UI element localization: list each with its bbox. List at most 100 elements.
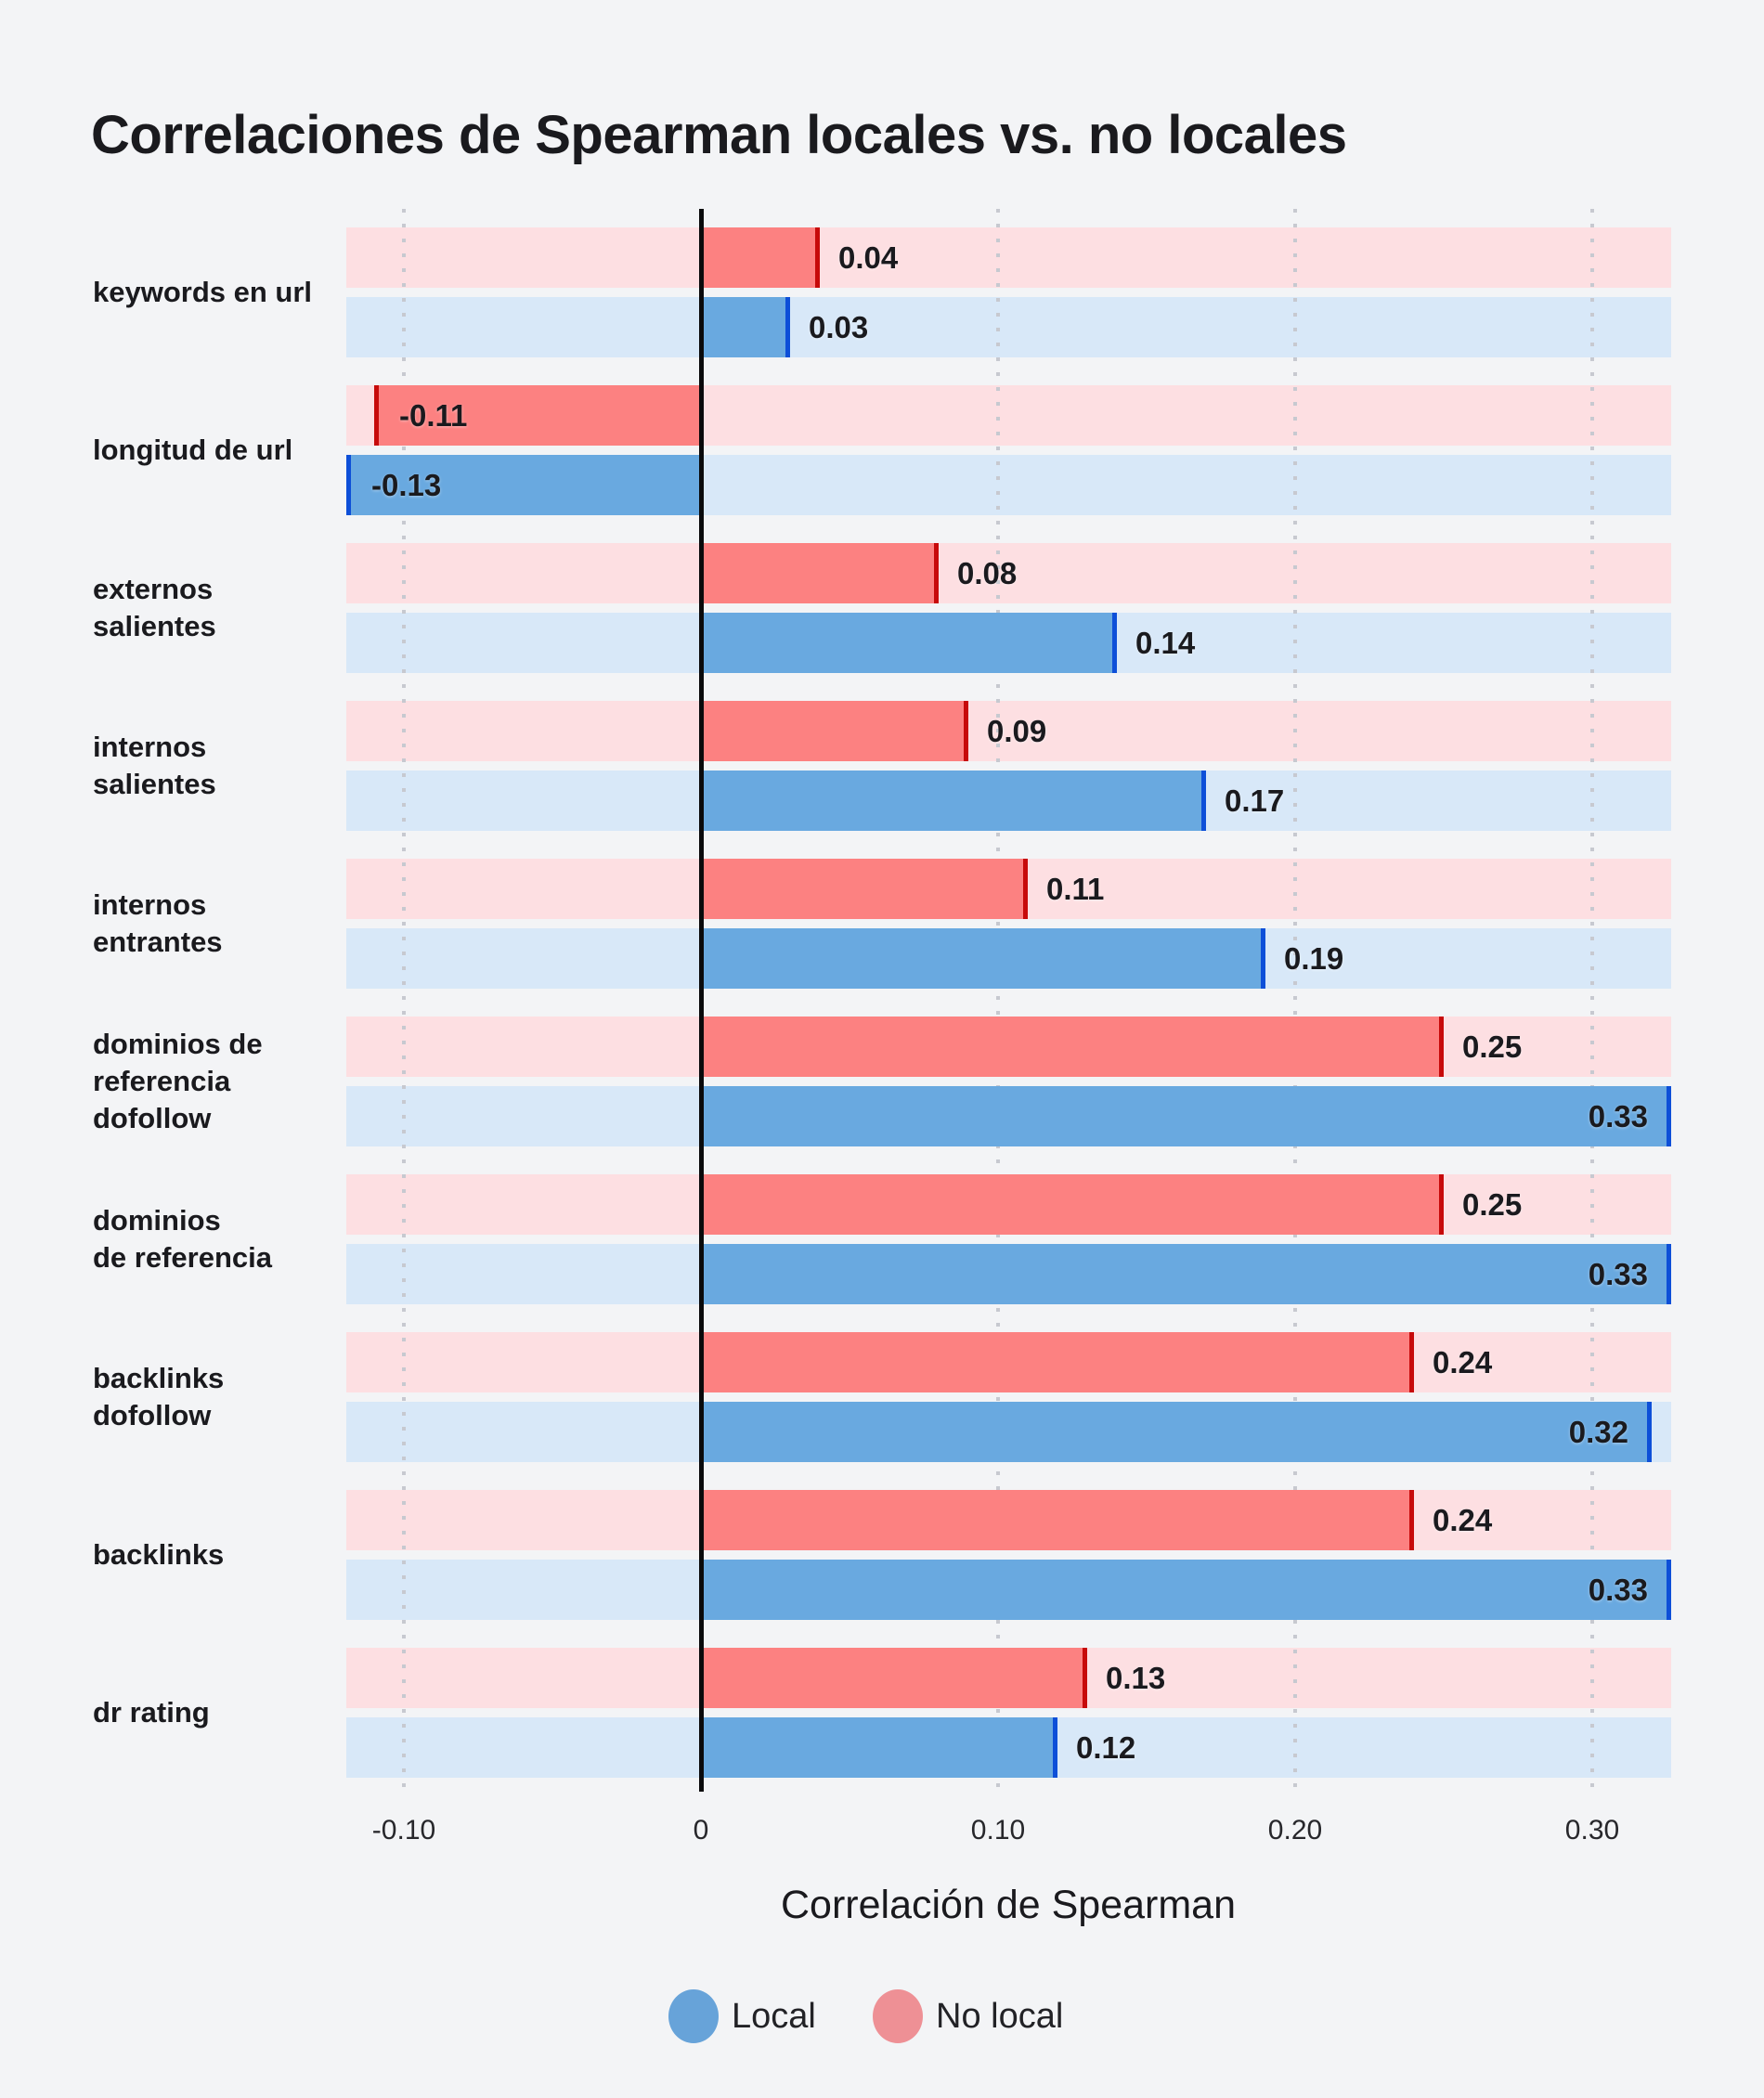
x-axis-title: Correlación de Spearman — [781, 1883, 1236, 1927]
bar-end-cap-local-dominios-de-referencia-dofollow — [1667, 1086, 1671, 1146]
zero-axis-line — [699, 209, 704, 1792]
bar-local-backlinks — [701, 1560, 1671, 1620]
bar-no-local-backlinks-dofollow — [701, 1332, 1414, 1392]
value-label-local-backlinks: 0.33 — [1588, 1573, 1648, 1607]
category-label-backlinks-dofollow: backlinks dofollow — [93, 1360, 224, 1434]
legend-swatch-local-icon — [668, 1989, 719, 2043]
bar-no-local-keywords-en-url — [701, 227, 820, 288]
value-label-no-local-dominios-de-referencia-dofollow: 0.25 — [1462, 1030, 1523, 1064]
bar-end-cap-no-local-internos-salientes — [964, 701, 968, 761]
category-label-externos-salientes: externos salientes — [93, 571, 216, 645]
value-label-no-local-backlinks: 0.24 — [1433, 1503, 1493, 1537]
category-label-backlinks: backlinks — [93, 1536, 224, 1574]
tick-label-0.20: 0.20 — [1267, 1815, 1323, 1845]
bar-end-cap-local-backlinks-dofollow — [1647, 1402, 1652, 1462]
legend-item-no-local: No local — [873, 1988, 1063, 2044]
bar-local-keywords-en-url — [701, 297, 790, 357]
value-label-local-dr-rating: 0.12 — [1076, 1730, 1136, 1765]
legend-item-local: Local — [668, 1988, 816, 2044]
category-label-line: dofollow — [93, 1102, 212, 1134]
bar-no-local-internos-salientes — [701, 701, 968, 761]
bar-end-cap-local-keywords-en-url — [785, 297, 790, 357]
tick-label-0: 0 — [693, 1815, 709, 1845]
category-label-line: salientes — [93, 768, 216, 800]
category-label-line: backlinks — [93, 1538, 225, 1571]
value-label-local-backlinks-dofollow: 0.32 — [1568, 1415, 1628, 1449]
bar-local-internos-entrantes — [701, 928, 1265, 989]
tick-label-0.30: 0.30 — [1564, 1815, 1620, 1845]
category-label-line: keywords en url — [93, 276, 313, 308]
track-no-local-internos-salientes — [346, 701, 1671, 761]
bar-end-cap-no-local-backlinks-dofollow — [1409, 1332, 1414, 1392]
bar-local-longitud-de-url — [346, 455, 701, 515]
category-label-line: backlinks — [93, 1362, 225, 1394]
track-no-local-externos-salientes — [346, 543, 1671, 603]
bar-end-cap-no-local-dominios-de-referencia-dofollow — [1439, 1017, 1444, 1077]
gridline-0.30 — [1590, 209, 1594, 1792]
bar-no-local-dominios-de-referencia-dofollow — [701, 1017, 1444, 1077]
bar-end-cap-no-local-dr-rating — [1083, 1648, 1087, 1708]
bar-local-internos-salientes — [701, 771, 1206, 831]
value-label-no-local-dr-rating: 0.13 — [1106, 1661, 1166, 1695]
legend-label-local: Local — [732, 1997, 816, 2036]
category-label-line: longitud de url — [93, 434, 293, 466]
category-label-line: dr rating — [93, 1696, 210, 1729]
bar-no-local-externos-salientes — [701, 543, 939, 603]
value-label-no-local-longitud-de-url: -0.11 — [399, 398, 468, 433]
category-label-line: externos — [93, 573, 214, 605]
bar-end-cap-no-local-externos-salientes — [934, 543, 939, 603]
value-label-local-externos-salientes: 0.14 — [1135, 626, 1196, 660]
legend-swatch-no-local-icon — [873, 1989, 923, 2043]
gridline-0.10 — [996, 209, 1000, 1792]
value-label-no-local-externos-salientes: 0.08 — [957, 556, 1018, 590]
bar-end-cap-local-dominios-de-referencia — [1667, 1244, 1671, 1304]
value-label-local-dominios-de-referencia-dofollow: 0.33 — [1588, 1099, 1648, 1133]
track-no-local-keywords-en-url — [346, 227, 1671, 288]
bar-local-dr-rating — [701, 1717, 1057, 1778]
bar-no-local-dr-rating — [701, 1648, 1087, 1708]
value-label-no-local-backlinks-dofollow: 0.24 — [1433, 1345, 1493, 1379]
value-label-no-local-keywords-en-url: 0.04 — [838, 240, 899, 275]
track-local-keywords-en-url — [346, 297, 1671, 357]
category-label-line: salientes — [93, 610, 216, 642]
bar-local-externos-salientes — [701, 613, 1117, 673]
bar-end-cap-no-local-dominios-de-referencia — [1439, 1174, 1444, 1235]
bar-end-cap-no-local-keywords-en-url — [815, 227, 820, 288]
bar-end-cap-no-local-backlinks — [1409, 1490, 1414, 1550]
category-label-internos-entrantes: internos entrantes — [93, 887, 223, 961]
bar-end-cap-local-dr-rating — [1053, 1717, 1057, 1778]
bar-end-cap-local-externos-salientes — [1112, 613, 1117, 673]
category-label-line: dominios de — [93, 1028, 263, 1060]
tick-label-0.10: 0.10 — [970, 1815, 1026, 1845]
category-label-dr-rating: dr rating — [93, 1694, 210, 1731]
value-label-local-longitud-de-url: -0.13 — [371, 468, 442, 502]
value-label-no-local-internos-salientes: 0.09 — [987, 714, 1047, 748]
bar-no-local-backlinks — [701, 1490, 1414, 1550]
bar-local-dominios-de-referencia-dofollow — [701, 1086, 1671, 1146]
category-label-line: dominios — [93, 1204, 221, 1237]
category-label-line: dofollow — [93, 1399, 212, 1431]
legend-label-no-local: No local — [936, 1997, 1064, 2036]
value-label-no-local-dominios-de-referencia: 0.25 — [1462, 1187, 1523, 1222]
bar-end-cap-local-backlinks — [1667, 1560, 1671, 1620]
bar-end-cap-local-longitud-de-url — [346, 455, 351, 515]
bar-end-cap-no-local-longitud-de-url — [374, 385, 379, 446]
category-label-longitud-de-url: longitud de url — [93, 432, 292, 469]
value-label-local-dominios-de-referencia: 0.33 — [1588, 1257, 1648, 1291]
chart-title: Correlaciones de Spearman locales vs. no… — [91, 105, 1347, 165]
category-label-line: entrantes — [93, 926, 223, 958]
value-label-no-local-internos-entrantes: 0.11 — [1046, 872, 1105, 906]
bar-no-local-internos-entrantes — [701, 859, 1028, 919]
category-label-internos-salientes: internos salientes — [93, 729, 216, 803]
bar-local-backlinks-dofollow — [701, 1402, 1652, 1462]
tick-label--0.10: -0.10 — [371, 1815, 436, 1845]
category-label-dominios-de-referencia: dominios de referencia — [93, 1202, 272, 1276]
category-label-keywords-en-url: keywords en url — [93, 274, 312, 311]
bar-no-local-dominios-de-referencia — [701, 1174, 1444, 1235]
bar-no-local-longitud-de-url — [374, 385, 701, 446]
category-label-line: internos — [93, 888, 207, 921]
value-label-local-internos-entrantes: 0.19 — [1284, 941, 1344, 976]
category-label-line: internos — [93, 731, 207, 763]
bar-end-cap-local-internos-salientes — [1201, 771, 1206, 831]
